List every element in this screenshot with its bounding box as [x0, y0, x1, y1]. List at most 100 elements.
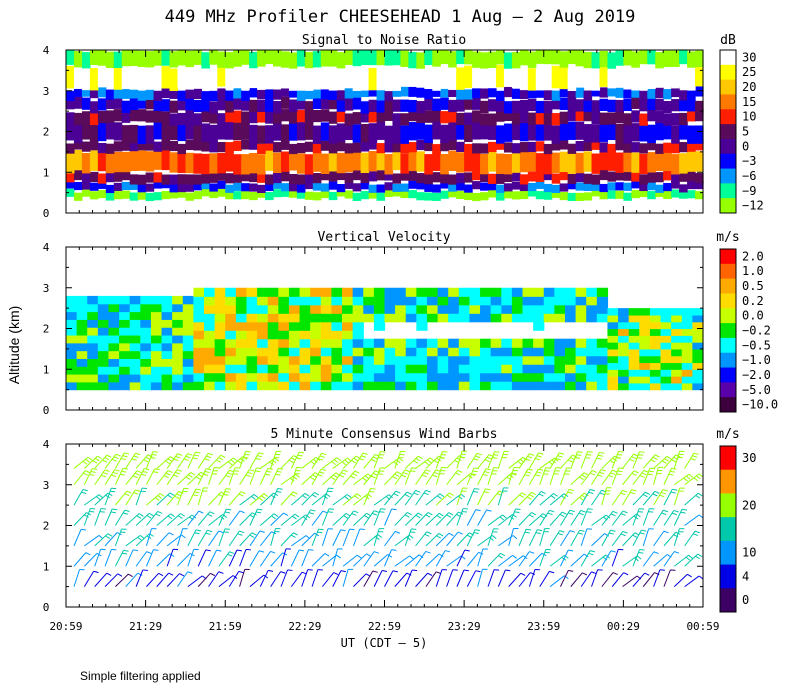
snr-cell — [503, 108, 513, 122]
wind-barb-feather — [176, 493, 182, 497]
wind-barb-feather — [586, 511, 592, 513]
vv-cell — [522, 304, 534, 314]
snr-cell — [519, 174, 529, 185]
wind-barb-feather — [403, 472, 409, 475]
wind-barb-feather — [82, 472, 88, 476]
wind-barb-feather — [115, 453, 121, 457]
vv-cell — [511, 347, 524, 357]
snr-cell — [527, 150, 537, 172]
vv-cell — [639, 342, 651, 350]
vv-cell — [575, 313, 587, 323]
wind-barb-feather — [249, 469, 255, 472]
snr-cell — [615, 152, 624, 173]
snr-cell — [105, 121, 115, 140]
wind-barb-shaft — [435, 550, 446, 567]
wind-barb-feather — [314, 492, 320, 496]
wind-barb-shaft — [228, 510, 241, 526]
snr-cell — [89, 112, 99, 126]
wind-barb-shaft — [497, 451, 505, 469]
wind-barb-shaft — [332, 548, 339, 567]
vv-cell — [172, 350, 184, 359]
snr-cell — [66, 50, 75, 65]
vv-cell — [660, 362, 672, 370]
wind-barb-feather — [587, 451, 593, 453]
snr-cell — [265, 140, 274, 151]
snr-cell — [440, 97, 449, 110]
snr-cell — [105, 143, 115, 154]
snr-cell — [639, 90, 648, 101]
snr-cell — [488, 51, 497, 68]
snr-cell — [161, 99, 171, 112]
vv-cell — [607, 355, 619, 364]
wind-barb-feather — [643, 469, 649, 473]
snr-colorbar-frame — [719, 49, 737, 214]
snr-cell — [376, 143, 386, 154]
wind-barb-shaft — [342, 569, 349, 587]
vv-cell — [575, 296, 587, 306]
vv-cell — [235, 330, 248, 340]
vv-cell — [320, 355, 333, 365]
snr-cell — [81, 111, 91, 124]
vv-cell — [278, 287, 290, 297]
vv-cell — [204, 381, 216, 391]
vv-cell — [416, 296, 428, 306]
vv-cell — [458, 287, 471, 297]
vv-cell — [618, 355, 630, 364]
wind-barb-shaft — [384, 490, 397, 506]
snr-cell — [97, 110, 107, 124]
vv-cell — [288, 296, 301, 306]
snr-cell — [583, 90, 593, 101]
wind-barb-feather — [216, 549, 222, 552]
wind-barb-feather — [537, 529, 543, 532]
vv-cell — [628, 382, 640, 391]
wind-barb-shaft — [115, 573, 129, 587]
vv-cell — [628, 308, 640, 316]
snr-cell — [695, 86, 704, 97]
snr-cell — [121, 181, 131, 191]
wind-barb-feather — [435, 469, 441, 472]
snr-cell — [312, 192, 322, 201]
wind-barb-shaft — [104, 573, 119, 587]
wind-barb-feather — [413, 492, 419, 496]
snr-cell — [408, 122, 417, 141]
wind-barb-feather — [124, 452, 130, 455]
vv-cell — [150, 381, 163, 391]
wind-barb-shaft — [84, 535, 100, 547]
snr-cell — [495, 99, 505, 113]
wind-barb-feather — [550, 495, 556, 499]
snr-cell — [233, 110, 242, 123]
snr-cell — [583, 182, 593, 192]
snr-cell — [336, 64, 346, 87]
vv-cell — [437, 287, 449, 297]
snr-cell — [519, 182, 529, 192]
wind-barb-feather — [553, 493, 558, 497]
snr-cell — [376, 170, 386, 181]
x-tick-label: 23:29 — [448, 620, 481, 633]
wind-barb-feather — [146, 551, 152, 554]
snr-cell — [89, 182, 99, 191]
wind-barb-feather — [372, 512, 378, 516]
wind-barb-feather — [124, 493, 130, 497]
vv-cell — [596, 304, 609, 314]
snr-cell — [503, 171, 513, 183]
snr-cell — [408, 170, 417, 181]
vv-cell — [161, 381, 173, 391]
vv-cell — [543, 355, 555, 365]
wind-barb-feather — [97, 455, 102, 460]
vv-cell — [257, 338, 269, 348]
vv-ytick-label: 4 — [43, 241, 50, 254]
wind-barb-shaft — [166, 453, 178, 469]
snr-cell — [113, 141, 123, 152]
vv-cell — [618, 321, 630, 330]
snr-cell — [535, 141, 545, 152]
wind-barb-shaft — [342, 554, 358, 567]
vv-colorbar-swatch — [720, 263, 736, 280]
snr-cell — [81, 86, 91, 97]
snr-cell — [535, 153, 545, 174]
wind-barb-shaft — [301, 569, 309, 587]
wind-barb-feather — [620, 533, 626, 537]
wind-barb-feather — [393, 461, 399, 466]
vv-cell — [320, 313, 333, 323]
snr-cell — [472, 121, 481, 140]
wind-barb-feather — [604, 533, 610, 537]
